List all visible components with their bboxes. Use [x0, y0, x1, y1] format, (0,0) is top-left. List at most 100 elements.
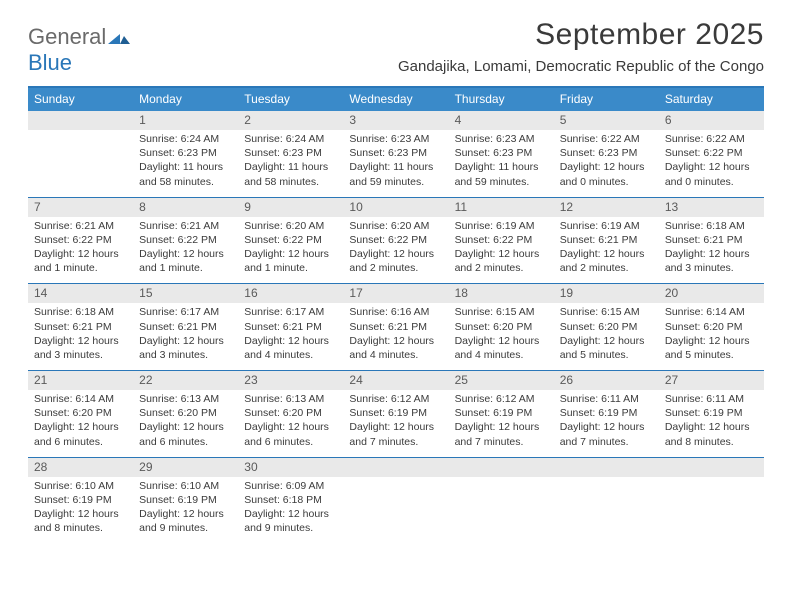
sunset: Sunset: 6:23 PM: [244, 146, 337, 160]
daylight: Daylight: 11 hours and 59 minutes.: [455, 160, 548, 188]
day-content: Sunrise: 6:13 AMSunset: 6:20 PMDaylight:…: [133, 390, 238, 457]
daylight: Daylight: 12 hours and 7 minutes.: [349, 420, 442, 448]
day-content: [28, 130, 133, 197]
day-number: 17: [343, 284, 448, 303]
logo: General Blue: [28, 24, 130, 76]
logo-mark-icon: [108, 28, 130, 49]
sunrise: Sunrise: 6:19 AM: [455, 219, 548, 233]
sunrise: Sunrise: 6:12 AM: [455, 392, 548, 406]
day-number: [343, 458, 448, 477]
day-content: Sunrise: 6:17 AMSunset: 6:21 PMDaylight:…: [133, 303, 238, 370]
day-number: [554, 458, 659, 477]
sunrise: Sunrise: 6:17 AM: [244, 305, 337, 319]
sunset: Sunset: 6:21 PM: [244, 320, 337, 334]
day-content: Sunrise: 6:18 AMSunset: 6:21 PMDaylight:…: [28, 303, 133, 370]
day-number: 3: [343, 111, 448, 130]
day-content: Sunrise: 6:23 AMSunset: 6:23 PMDaylight:…: [343, 130, 448, 197]
day-number: 13: [659, 198, 764, 217]
sunset: Sunset: 6:20 PM: [244, 406, 337, 420]
logo-word2: Blue: [28, 50, 72, 75]
daylight: Daylight: 12 hours and 5 minutes.: [665, 334, 758, 362]
day-content: [554, 477, 659, 544]
day-number: 27: [659, 371, 764, 390]
sunrise: Sunrise: 6:23 AM: [455, 132, 548, 146]
day-number: 5: [554, 111, 659, 130]
day-content: Sunrise: 6:22 AMSunset: 6:22 PMDaylight:…: [659, 130, 764, 197]
day-content: Sunrise: 6:14 AMSunset: 6:20 PMDaylight:…: [28, 390, 133, 457]
day-number: 9: [238, 198, 343, 217]
sunset: Sunset: 6:20 PM: [455, 320, 548, 334]
sunset: Sunset: 6:20 PM: [665, 320, 758, 334]
daylight: Daylight: 12 hours and 8 minutes.: [665, 420, 758, 448]
sunset: Sunset: 6:19 PM: [455, 406, 548, 420]
sunset: Sunset: 6:22 PM: [244, 233, 337, 247]
sunset: Sunset: 6:22 PM: [455, 233, 548, 247]
day-content: Sunrise: 6:10 AMSunset: 6:19 PMDaylight:…: [133, 477, 238, 544]
day-number: 18: [449, 284, 554, 303]
week-content-row: Sunrise: 6:24 AMSunset: 6:23 PMDaylight:…: [28, 130, 764, 197]
sunset: Sunset: 6:23 PM: [349, 146, 442, 160]
daylight: Daylight: 12 hours and 6 minutes.: [34, 420, 127, 448]
week-daynum-row: 282930: [28, 457, 764, 477]
day-content: Sunrise: 6:12 AMSunset: 6:19 PMDaylight:…: [449, 390, 554, 457]
sunrise: Sunrise: 6:17 AM: [139, 305, 232, 319]
title-block: September 2025 Gandajika, Lomami, Democr…: [398, 18, 764, 75]
day-content: Sunrise: 6:11 AMSunset: 6:19 PMDaylight:…: [554, 390, 659, 457]
sunrise: Sunrise: 6:13 AM: [139, 392, 232, 406]
sunset: Sunset: 6:21 PM: [665, 233, 758, 247]
day-content: Sunrise: 6:20 AMSunset: 6:22 PMDaylight:…: [238, 217, 343, 284]
day-number: 25: [449, 371, 554, 390]
sunrise: Sunrise: 6:16 AM: [349, 305, 442, 319]
sunset: Sunset: 6:21 PM: [139, 320, 232, 334]
daylight: Daylight: 11 hours and 59 minutes.: [349, 160, 442, 188]
daylight: Daylight: 11 hours and 58 minutes.: [139, 160, 232, 188]
daylight: Daylight: 12 hours and 4 minutes.: [349, 334, 442, 362]
day-number: 19: [554, 284, 659, 303]
day-number: 7: [28, 198, 133, 217]
day-number: 26: [554, 371, 659, 390]
day-content: Sunrise: 6:15 AMSunset: 6:20 PMDaylight:…: [554, 303, 659, 370]
daylight: Daylight: 12 hours and 4 minutes.: [455, 334, 548, 362]
day-content: Sunrise: 6:19 AMSunset: 6:21 PMDaylight:…: [554, 217, 659, 284]
sunset: Sunset: 6:21 PM: [34, 320, 127, 334]
day-content: Sunrise: 6:12 AMSunset: 6:19 PMDaylight:…: [343, 390, 448, 457]
sunrise: Sunrise: 6:12 AM: [349, 392, 442, 406]
day-content: Sunrise: 6:24 AMSunset: 6:23 PMDaylight:…: [133, 130, 238, 197]
day-content: Sunrise: 6:24 AMSunset: 6:23 PMDaylight:…: [238, 130, 343, 197]
daylight: Daylight: 12 hours and 3 minutes.: [34, 334, 127, 362]
sunrise: Sunrise: 6:14 AM: [665, 305, 758, 319]
week-content-row: Sunrise: 6:14 AMSunset: 6:20 PMDaylight:…: [28, 390, 764, 457]
sunset: Sunset: 6:23 PM: [139, 146, 232, 160]
dow-monday: Monday: [133, 88, 238, 111]
week-daynum-row: 78910111213: [28, 197, 764, 217]
day-number: 8: [133, 198, 238, 217]
sunset: Sunset: 6:19 PM: [349, 406, 442, 420]
daylight: Daylight: 12 hours and 5 minutes.: [560, 334, 653, 362]
day-number: 23: [238, 371, 343, 390]
day-number: 2: [238, 111, 343, 130]
week-content-row: Sunrise: 6:18 AMSunset: 6:21 PMDaylight:…: [28, 303, 764, 370]
day-content: Sunrise: 6:23 AMSunset: 6:23 PMDaylight:…: [449, 130, 554, 197]
day-number: 24: [343, 371, 448, 390]
daylight: Daylight: 12 hours and 1 minute.: [244, 247, 337, 275]
dow-row: Sunday Monday Tuesday Wednesday Thursday…: [28, 88, 764, 111]
daylight: Daylight: 11 hours and 58 minutes.: [244, 160, 337, 188]
sunset: Sunset: 6:21 PM: [349, 320, 442, 334]
dow-thursday: Thursday: [449, 88, 554, 111]
day-number: [449, 458, 554, 477]
week-content-row: Sunrise: 6:21 AMSunset: 6:22 PMDaylight:…: [28, 217, 764, 284]
day-number: 14: [28, 284, 133, 303]
daylight: Daylight: 12 hours and 0 minutes.: [665, 160, 758, 188]
week-daynum-row: 123456: [28, 111, 764, 130]
sunset: Sunset: 6:22 PM: [665, 146, 758, 160]
sunset: Sunset: 6:19 PM: [139, 493, 232, 507]
day-number: 20: [659, 284, 764, 303]
daylight: Daylight: 12 hours and 1 minute.: [34, 247, 127, 275]
sunset: Sunset: 6:22 PM: [349, 233, 442, 247]
sunrise: Sunrise: 6:10 AM: [139, 479, 232, 493]
header: General Blue September 2025 Gandajika, L…: [28, 18, 764, 76]
dow-saturday: Saturday: [659, 88, 764, 111]
day-number: [659, 458, 764, 477]
daylight: Daylight: 12 hours and 0 minutes.: [560, 160, 653, 188]
day-content: Sunrise: 6:17 AMSunset: 6:21 PMDaylight:…: [238, 303, 343, 370]
